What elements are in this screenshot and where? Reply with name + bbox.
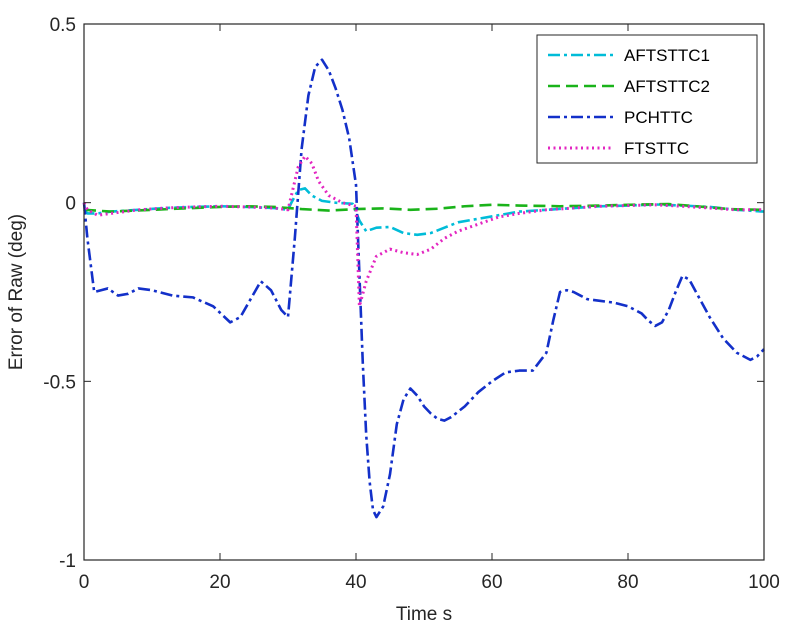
legend-box <box>536 34 758 164</box>
legend-entry-ftsttc: FTSTTC <box>548 139 689 158</box>
series-layer <box>82 58 765 519</box>
x-tick-label: 40 <box>345 572 366 593</box>
legend-entry-aftsttc1: AFTSTTC1 <box>548 46 710 65</box>
legend-entry-aftsttc2: AFTSTTC2 <box>548 77 710 96</box>
x-tick-label: 0 <box>79 572 90 593</box>
axes-frame <box>83 23 765 561</box>
y-tick-label: 0.5 <box>50 15 76 36</box>
legend-label: PCHTTC <box>624 108 693 127</box>
y-axis-title: Error of Raw (deg) <box>6 214 27 370</box>
x-tick-label: 100 <box>748 572 780 593</box>
legend-label: AFTSTTC2 <box>624 77 710 96</box>
x-axis-title: Time s <box>396 604 452 625</box>
y-tick-label: -1 <box>59 551 76 572</box>
y-tick-label: -0.5 <box>43 372 76 393</box>
legend-label: AFTSTTC1 <box>624 46 710 65</box>
y-tick-label: 0 <box>65 194 76 215</box>
x-tick-label: 60 <box>481 572 502 593</box>
legend: AFTSTTC1 AFTSTTC2 PCHTTC FTSTTC <box>536 34 758 164</box>
legend-entry-pchttc: PCHTTC <box>548 108 693 127</box>
tick-labels-layer: 0 20 40 60 80 100 -1 -0.5 0 0.5 <box>43 15 780 593</box>
ticks-layer <box>83 23 765 561</box>
legend-label: FTSTTC <box>624 139 689 158</box>
x-tick-label: 80 <box>617 572 638 593</box>
series-line-pchttc <box>82 58 765 519</box>
legend-entries: AFTSTTC1 AFTSTTC2 PCHTTC FTSTTC <box>548 46 710 158</box>
x-tick-label: 20 <box>209 572 230 593</box>
